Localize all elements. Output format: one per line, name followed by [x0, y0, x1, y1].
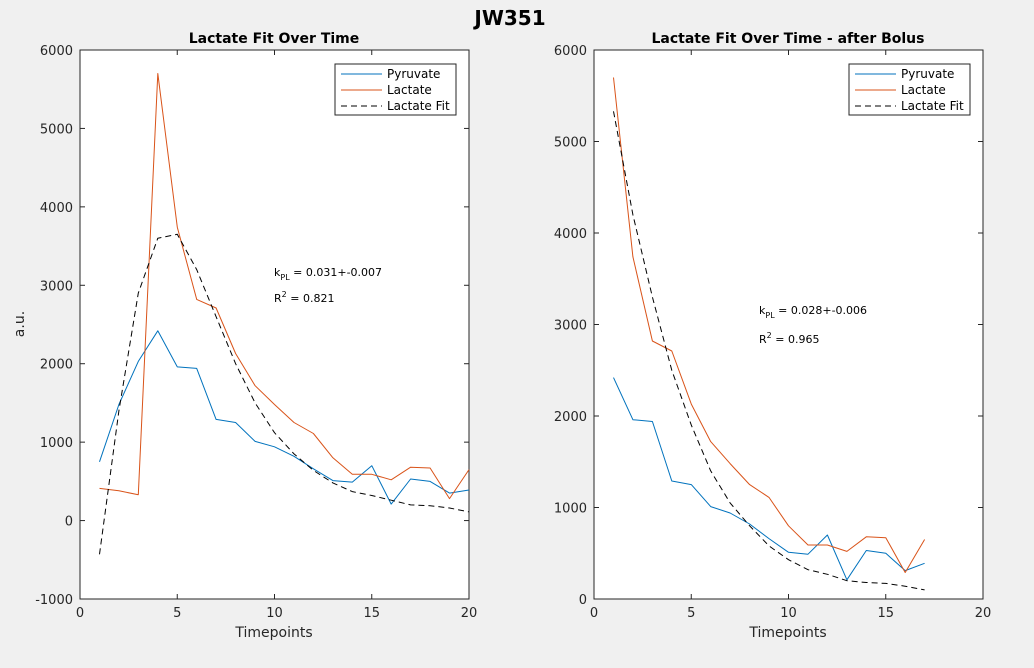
- fit-annotation: kPL = 0.031+-0.007 R2 = 0.821: [274, 266, 382, 305]
- series-line-pyruvate: [613, 377, 925, 581]
- legend-label-pyruvate: Pyruvate: [901, 67, 954, 81]
- y-tick-label: -1000: [35, 593, 73, 608]
- fit-annotation: kPL = 0.028+-0.006 R2 = 0.965: [759, 304, 867, 346]
- x-axis-label: Timepoints: [748, 625, 826, 641]
- y-tick-label: 3000: [554, 319, 587, 334]
- y-tick-label: 5000: [40, 122, 73, 137]
- chart-lactate-fit-over-time: Lactate Fit Over Time 0 5 10 15 20-100001000…: [12, 31, 477, 641]
- legend-entry-lactate: Lactate: [341, 83, 432, 97]
- series-lines: [99, 73, 470, 555]
- y-tick-label: 4000: [40, 201, 73, 216]
- x-tick-label: 5: [687, 606, 695, 621]
- figure-title: JW351: [472, 6, 545, 30]
- x-tick-label: 20: [975, 606, 992, 621]
- legend-entry-lactate-fit: Lactate Fit: [341, 99, 450, 113]
- kpl-annotation: kPL = 0.031+-0.007: [274, 266, 382, 282]
- y-tick-label: 0: [579, 593, 587, 608]
- legend-label-lactate-fit: Lactate Fit: [901, 99, 964, 113]
- legend-entry-lactate: Lactate: [855, 83, 946, 97]
- y-tick-label: 3000: [40, 279, 73, 294]
- legend-entry-pyruvate: Pyruvate: [341, 67, 440, 81]
- legend-entry-pyruvate: Pyruvate: [855, 67, 954, 81]
- x-tick-label: 15: [877, 606, 894, 621]
- series-line-lactate-fit: [99, 233, 470, 555]
- plot-area: [79, 49, 470, 600]
- legend-label-lactate: Lactate: [387, 83, 432, 97]
- x-tick-label: 10: [266, 606, 283, 621]
- y-axis-label: a.u.: [12, 311, 28, 337]
- legend-label-lactate-fit: Lactate Fit: [387, 99, 450, 113]
- x-tick-label: 20: [461, 606, 478, 621]
- legend-entry-lactate-fit: Lactate Fit: [855, 99, 964, 113]
- x-tick-label: 5: [173, 606, 181, 621]
- y-tick-label: 4000: [554, 227, 587, 242]
- x-tick-label: 0: [76, 606, 84, 621]
- y-tick-label: 6000: [554, 44, 587, 59]
- y-tick-label: 2000: [40, 358, 73, 373]
- series-line-lactate: [99, 73, 470, 500]
- r2-annotation: R2 = 0.821: [274, 290, 334, 305]
- legend-label-pyruvate: Pyruvate: [387, 67, 440, 81]
- x-tick-label: 10: [780, 606, 797, 621]
- kpl-annotation: kPL = 0.028+-0.006: [759, 304, 867, 320]
- x-tick-label: 15: [363, 606, 380, 621]
- chart-title: Lactate Fit Over Time: [189, 31, 360, 47]
- series-lines: [613, 77, 926, 591]
- y-tick-label: 6000: [40, 44, 73, 59]
- legend-label-lactate: Lactate: [901, 83, 946, 97]
- y-tick-label: 0: [65, 515, 73, 530]
- r2-annotation: R2 = 0.965: [759, 331, 819, 346]
- chart-lactate-fit-after-bolus: Lactate Fit Over Time - after Bolus 0 5 10…: [554, 31, 991, 641]
- y-tick-label: 2000: [554, 410, 587, 425]
- axis-ticks: 0 5 10 15 20 0 1000 2000 3000 4000 5000 6000: [554, 44, 991, 621]
- y-tick-label: 1000: [40, 436, 73, 451]
- plot-area: [593, 49, 984, 600]
- y-tick-label: 5000: [554, 136, 587, 151]
- series-line-lactate-fit: [613, 111, 925, 591]
- chart-title: Lactate Fit Over Time - after Bolus: [652, 31, 925, 47]
- x-axis-label: Timepoints: [234, 625, 312, 641]
- series-line-pyruvate: [99, 330, 470, 505]
- legend: Pyruvate Lactate Lactate Fit: [848, 63, 971, 116]
- y-tick-label: 1000: [554, 502, 587, 517]
- x-tick-label: 0: [590, 606, 598, 621]
- legend: Pyruvate Lactate Lactate Fit: [334, 63, 457, 116]
